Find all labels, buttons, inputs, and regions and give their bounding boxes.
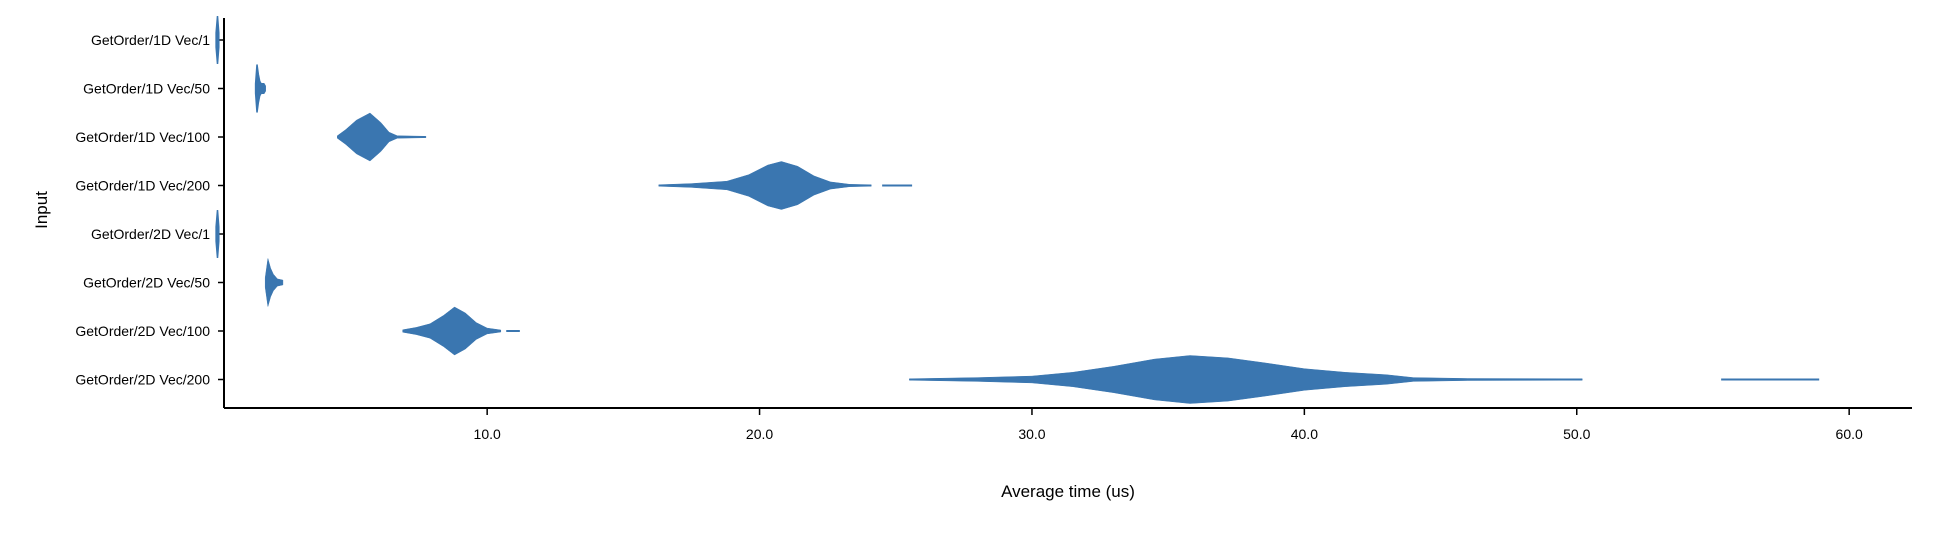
y-tick-label: GetOrder/2D Vec/50: [83, 275, 210, 291]
violin: [215, 15, 220, 65]
violin-body: [909, 355, 1583, 404]
y-axis: GetOrder/1D Vec/1 GetOrder/1D Vec/50 GetOr…: [75, 18, 225, 408]
x-axis-title: Average time (us): [1001, 482, 1135, 501]
y-tick-label: GetOrder/2D Vec/200: [75, 372, 210, 388]
violin: [402, 306, 520, 356]
violin: [337, 112, 427, 162]
violin-body: [264, 258, 284, 307]
y-tick-label: GetOrder/2D Vec/1: [91, 226, 210, 242]
violin-body: [215, 209, 220, 259]
y-tick-label: GetOrder/2D Vec/100: [75, 323, 210, 339]
x-tick-label: 50.0: [1563, 426, 1590, 442]
x-tick-label: 20.0: [746, 426, 773, 442]
violin-body: [658, 161, 872, 210]
violin: [264, 258, 284, 307]
y-tick-label: GetOrder/1D Vec/1: [91, 32, 210, 48]
y-axis-title: Input: [32, 191, 51, 229]
violin: [658, 161, 913, 210]
x-tick-label: 10.0: [474, 426, 501, 442]
violin: [909, 355, 1820, 404]
x-tick-label: 60.0: [1836, 426, 1863, 442]
y-tick-label: GetOrder/1D Vec/200: [75, 178, 210, 194]
y-tick-label: GetOrder/1D Vec/100: [75, 129, 210, 145]
violins: [215, 15, 1820, 404]
violin: [254, 64, 266, 113]
violin-body: [402, 306, 502, 356]
violin-body: [215, 15, 220, 65]
violin-body: [254, 64, 266, 113]
x-axis: 10.0 20.0 30.0 40.0 50.0 60.0: [224, 407, 1912, 442]
x-tick-label: 30.0: [1018, 426, 1045, 442]
violin: [215, 209, 220, 259]
y-tick-label: GetOrder/1D Vec/50: [83, 81, 210, 97]
x-tick-label: 40.0: [1291, 426, 1318, 442]
violin-body: [337, 112, 427, 162]
